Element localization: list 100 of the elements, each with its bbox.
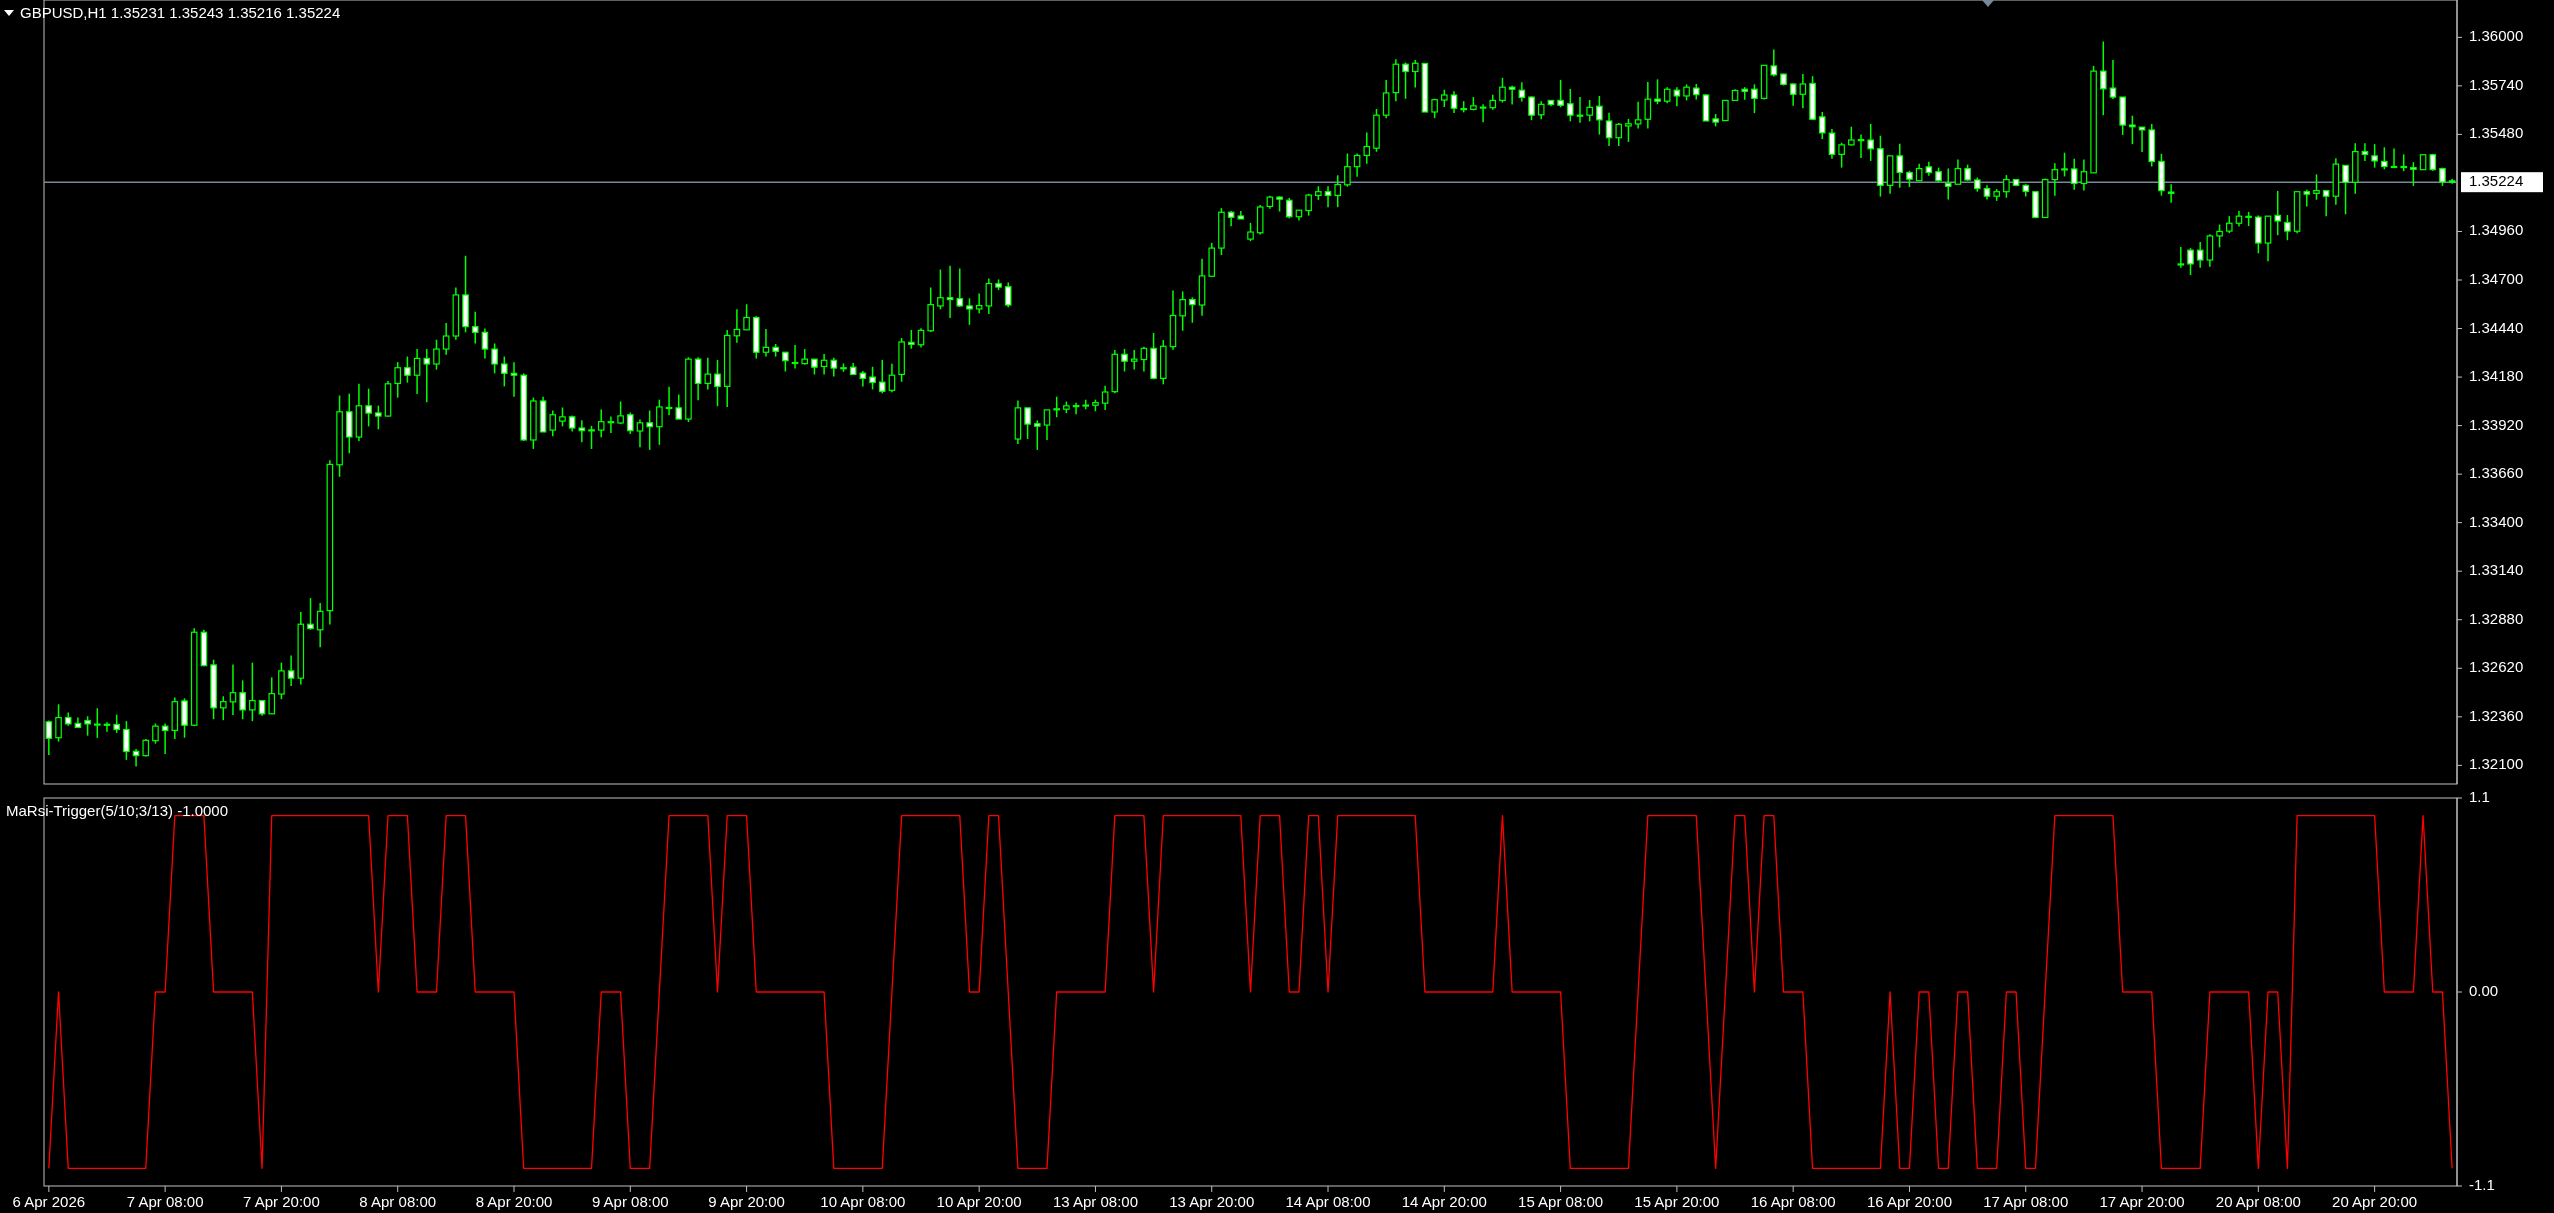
- candlestick: [1954, 158, 1962, 185]
- candlestick: [219, 695, 227, 721]
- candlestick: [656, 398, 663, 446]
- candlestick: [1557, 79, 1564, 109]
- candlestick: [665, 386, 673, 416]
- candlestick: [607, 415, 615, 434]
- y-tick-label: 1.32620: [2469, 658, 2524, 676]
- candlestick: [1615, 122, 1623, 147]
- x-tick-label: 9 Apr 20:00: [708, 1192, 785, 1210]
- candlestick: [433, 338, 440, 371]
- candlestick: [937, 268, 944, 311]
- candlestick: [830, 357, 838, 378]
- candlestick: [1053, 395, 1060, 418]
- candlestick: [307, 597, 314, 631]
- y-tick-label: 1.34960: [2469, 221, 2524, 239]
- candlestick: [966, 297, 973, 326]
- candlestick: [471, 310, 479, 345]
- candlestick: [1402, 61, 1409, 100]
- candlestick: [675, 393, 683, 420]
- candlestick: [2109, 59, 2117, 100]
- candlestick: [2322, 189, 2330, 217]
- candlestick: [501, 355, 508, 388]
- candlestick: [2361, 142, 2369, 162]
- x-tick-label: 8 Apr 08:00: [359, 1192, 437, 1210]
- candlestick: [1121, 348, 1128, 373]
- x-tick-label: 17 Apr 20:00: [2099, 1192, 2185, 1210]
- candlestick: [1857, 133, 1865, 159]
- candlestick: [2070, 157, 2078, 191]
- candlestick: [2274, 190, 2282, 236]
- candlestick: [2177, 246, 2185, 269]
- candlestick: [791, 344, 799, 370]
- candlestick: [1189, 296, 1196, 324]
- candlestick: [1634, 100, 1642, 130]
- x-tick-label: 8 Apr 20:00: [475, 1192, 553, 1210]
- candlestick: [1586, 99, 1593, 123]
- x-tick-label: 13 Apr 20:00: [1169, 1192, 1255, 1210]
- x-tick-label: 9 Apr 08:00: [591, 1192, 669, 1210]
- candlestick: [1450, 90, 1458, 114]
- y-tick-label: 1.33140: [2469, 561, 2524, 579]
- candlestick: [2284, 214, 2291, 241]
- candlestick: [1644, 81, 1652, 130]
- candlestick: [229, 663, 237, 716]
- candlestick: [2410, 161, 2417, 187]
- y-tick-label: 1.34440: [2469, 318, 2524, 336]
- candlestick: [1722, 99, 1729, 122]
- x-tick-label: 14 Apr 20:00: [1401, 1192, 1487, 1210]
- candlestick: [268, 676, 276, 715]
- candlestick: [2138, 126, 2146, 153]
- x-tick-label: 15 Apr 20:00: [1634, 1192, 1720, 1210]
- candlestick: [2381, 146, 2388, 171]
- candlestick: [1034, 419, 1041, 451]
- candlestick: [2196, 241, 2204, 269]
- candlestick: [1130, 349, 1138, 371]
- chart-title: MaRsi-Trigger(5/10;3/13) -1.0000: [6, 801, 229, 819]
- candlestick: [1567, 88, 1574, 123]
- candlestick: [84, 715, 91, 737]
- candlestick: [888, 363, 896, 394]
- candlestick: [1770, 48, 1778, 78]
- candlestick: [626, 411, 634, 435]
- candlestick: [1605, 112, 1613, 147]
- candlestick: [1285, 197, 1293, 220]
- x-tick-label: 10 Apr 20:00: [936, 1192, 1022, 1210]
- candlestick: [908, 329, 915, 350]
- candlestick: [103, 721, 111, 733]
- candlestick: [94, 707, 101, 739]
- candlestick: [985, 277, 993, 315]
- candlestick: [704, 357, 712, 391]
- x-tick-label: 15 Apr 08:00: [1518, 1192, 1604, 1210]
- candlestick: [956, 267, 964, 308]
- x-tick-label: 7 Apr 08:00: [126, 1192, 204, 1210]
- candlestick: [1867, 123, 1875, 162]
- candlestick: [394, 361, 402, 399]
- candlestick: [113, 713, 120, 734]
- candlestick: [597, 408, 605, 439]
- y-tick-label: 1.34700: [2469, 269, 2524, 287]
- x-tick-label: 6 Apr 2026: [12, 1192, 86, 1210]
- candlestick: [1528, 95, 1535, 121]
- candlestick: [1363, 131, 1371, 165]
- candlestick: [2371, 143, 2378, 169]
- candlestick: [1896, 142, 1904, 189]
- candlestick: [869, 366, 876, 391]
- candlestick: [2129, 114, 2136, 145]
- candlestick: [1353, 152, 1361, 178]
- y-tick-label: 1.35740: [2469, 75, 2524, 93]
- candlestick: [491, 342, 498, 375]
- candlestick: [2051, 162, 2059, 197]
- candlestick: [1944, 167, 1952, 201]
- ref-line-label: 1.35224: [2469, 172, 2524, 190]
- x-tick-label: 13 Apr 08:00: [1052, 1192, 1138, 1210]
- candlestick: [946, 264, 954, 319]
- candlestick: [1508, 84, 1516, 106]
- candlestick: [762, 328, 770, 358]
- candlestick: [2342, 164, 2349, 216]
- y-tick-label: 0.00: [2469, 981, 2499, 999]
- candlestick: [646, 409, 653, 451]
- candlestick: [714, 359, 721, 407]
- candlestick: [404, 355, 411, 384]
- x-tick-label: 16 Apr 08:00: [1750, 1192, 1836, 1210]
- candlestick: [1654, 78, 1661, 105]
- y-tick-label: 1.32880: [2469, 609, 2524, 627]
